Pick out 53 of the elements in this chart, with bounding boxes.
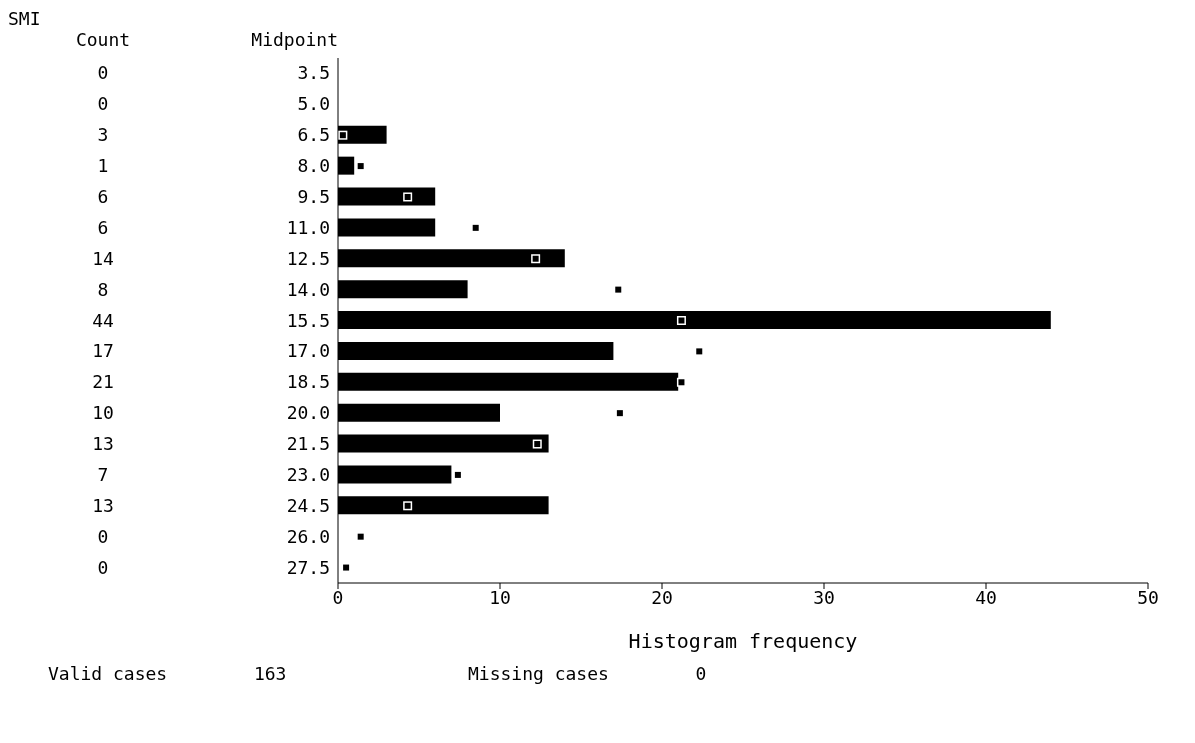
x-tick-label: 50 — [1137, 586, 1159, 608]
data-label: 0 — [97, 556, 109, 578]
y-tick-label: 6.5 — [297, 124, 330, 146]
data-label: 0 — [97, 62, 109, 84]
y-tick-label: 12.5 — [286, 247, 330, 269]
y-tick-label: 27.5 — [286, 556, 330, 578]
y-tick-label: 21.5 — [286, 433, 330, 455]
text: Missing cases 0 — [468, 663, 708, 684]
point — [338, 130, 348, 140]
y-tick-label: 20.0 — [286, 402, 330, 424]
x-tick-label: 40 — [975, 586, 997, 608]
y-tick-label: 9.5 — [297, 185, 330, 207]
x-tick-label: 30 — [813, 586, 835, 608]
text: Count — [74, 29, 132, 52]
data-label: 44 — [92, 309, 114, 331]
x-tick-label: 20 — [651, 586, 673, 608]
point — [676, 316, 686, 325]
text: SMI — [8, 8, 42, 29]
y-tick-label: 26.0 — [286, 525, 330, 547]
x-axis-title: Histogram frequency — [628, 629, 858, 653]
data-label: 0 — [97, 525, 109, 547]
point — [532, 439, 542, 449]
data-label: 1 — [97, 155, 109, 177]
y-tick-label: 17.0 — [286, 340, 330, 362]
text: Midpoint — [250, 29, 338, 52]
data-label: 3 — [97, 124, 109, 146]
point — [403, 501, 413, 511]
y-tick-label: 3.5 — [297, 62, 330, 84]
x-tick-label: 10 — [489, 586, 511, 608]
text: Valid cases 163 — [47, 663, 288, 684]
data-label: 13 — [92, 433, 114, 455]
y-tick-label: 15.5 — [286, 309, 330, 331]
data-label: 7 — [97, 463, 109, 485]
point — [531, 254, 541, 264]
data-label: 17 — [92, 340, 114, 362]
data-label: 13 — [92, 494, 114, 516]
x-tick-label: 0 — [332, 586, 344, 608]
point — [403, 192, 413, 202]
data-label: 8 — [97, 278, 109, 300]
data-label: 0 — [97, 93, 109, 115]
data-label: 14 — [92, 247, 114, 269]
y-tick-label: 18.5 — [286, 371, 330, 393]
data-label: 10 — [92, 402, 114, 424]
y-tick-label: 14.0 — [286, 278, 330, 300]
y-tick-label: 8.0 — [297, 155, 330, 177]
y-tick-label: 23.0 — [286, 463, 330, 485]
point — [676, 377, 686, 387]
data-label: 6 — [97, 185, 109, 207]
data-label: 21 — [92, 371, 114, 393]
y-tick-label: 24.5 — [286, 494, 330, 516]
y-tick-label: 5.0 — [297, 93, 330, 115]
y-tick-label: 11.0 — [286, 216, 330, 238]
data-label: 6 — [97, 216, 109, 238]
